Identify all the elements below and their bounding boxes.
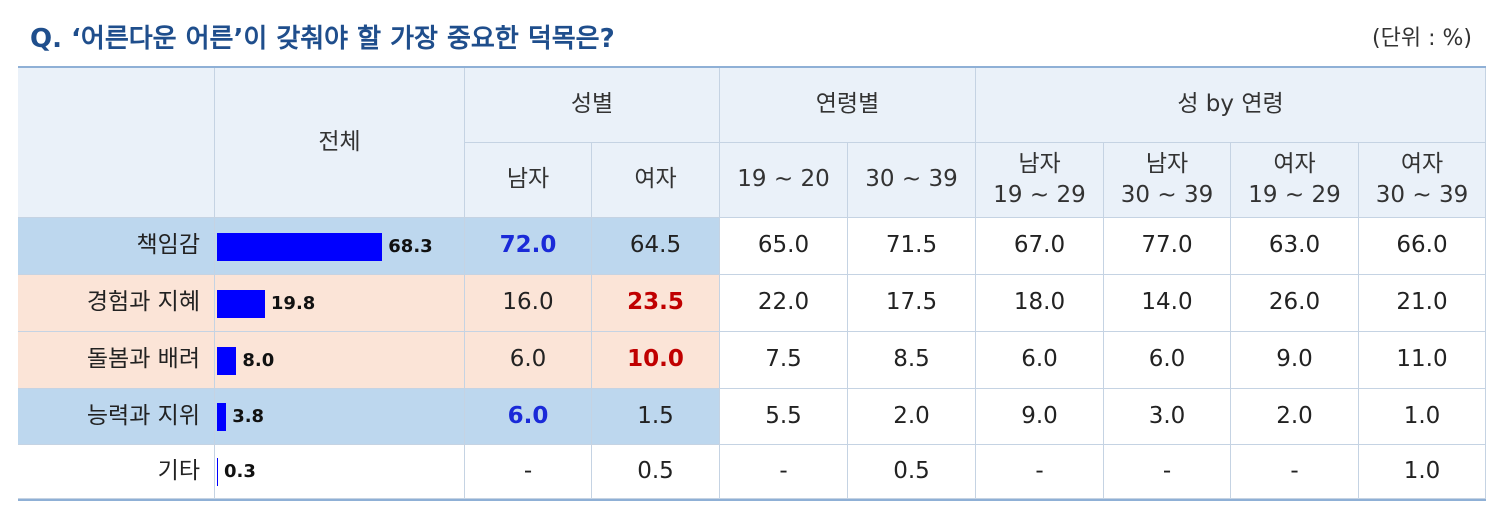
data-cell: 0.5 [592,445,720,499]
bar-label: 19.8 [270,292,316,314]
data-cell: - [1231,445,1359,499]
row-label: 책임감 [18,218,215,275]
data-cell: 6.0 [465,389,592,445]
data-cell: 6.0 [465,332,592,389]
bar [217,346,237,375]
column-header: 남자 [465,143,592,218]
data-cell: 63.0 [1231,218,1359,275]
bar-label: 0.3 [224,461,256,482]
data-cell: - [465,445,592,499]
top-rule [18,66,1486,68]
data-cell: 71.5 [848,218,976,275]
row-label: 돌봄과 배려 [18,332,215,389]
data-cell: 9.0 [976,389,1104,445]
row-label: 능력과 지위 [18,389,215,445]
data-cell: 17.5 [848,275,976,332]
data-cell: 6.0 [1104,332,1231,389]
data-cell: 8.5 [848,332,976,389]
data-cell: 18.0 [976,275,1104,332]
bottom-rule [18,499,1486,501]
data-cell: 10.0 [592,332,720,389]
bar [217,232,383,261]
group-header: 성별 [465,68,720,143]
data-cell: 1.5 [592,389,720,445]
row-label: 경험과 지혜 [18,275,215,332]
data-cell: 6.0 [976,332,1104,389]
row-label: 기타 [18,445,215,499]
column-header: 여자 [592,143,720,218]
data-cell: 2.0 [1231,389,1359,445]
data-cell: 66.0 [1359,218,1486,275]
header-cell: 전체 [215,68,465,218]
data-cell: 26.0 [1231,275,1359,332]
data-cell: - [976,445,1104,499]
data-cell: 9.0 [1231,332,1359,389]
data-cell: 64.5 [592,218,720,275]
group-header: 연령별 [720,68,976,143]
data-cell: - [720,445,848,499]
column-header: 남자 30 ~ 39 [1104,143,1231,218]
bar [217,458,218,486]
title: Q. ‘어른다운 어른’이 갖춰야 할 가장 중요한 덕목은? [30,24,615,54]
data-cell: 5.5 [720,389,848,445]
data-cell: 11.0 [1359,332,1486,389]
data-cell: 1.0 [1359,445,1486,499]
group-header: 성 by 연령 [976,68,1486,143]
unit-note: (단위 : %) [1372,26,1472,51]
data-cell: 21.0 [1359,275,1486,332]
total-cell [215,332,465,389]
data-cell: 14.0 [1104,275,1231,332]
data-cell: 72.0 [465,218,592,275]
header-cell [18,68,215,218]
data-cell: 67.0 [976,218,1104,275]
total-cell [215,445,465,499]
bar [217,289,265,318]
data-cell: 0.5 [848,445,976,499]
data-cell: 1.0 [1359,389,1486,445]
data-cell: - [1104,445,1231,499]
data-cell: 77.0 [1104,218,1231,275]
data-cell: 23.5 [592,275,720,332]
data-cell: 7.5 [720,332,848,389]
bar [217,403,227,431]
column-header: 여자 30 ~ 39 [1359,143,1486,218]
data-cell: 2.0 [848,389,976,445]
data-cell: 16.0 [465,275,592,332]
column-header: 남자 19 ~ 29 [976,143,1104,218]
column-header: 여자 19 ~ 29 [1231,143,1359,218]
bar-label: 3.8 [232,406,265,427]
column-header: 30 ~ 39 [848,143,976,218]
data-cell: 22.0 [720,275,848,332]
data-cell: 65.0 [720,218,848,275]
column-header: 19 ~ 20 [720,143,848,218]
bar-label: 68.3 [388,235,433,257]
bar-label: 8.0 [242,349,275,371]
data-cell: 3.0 [1104,389,1231,445]
total-cell [215,389,465,445]
